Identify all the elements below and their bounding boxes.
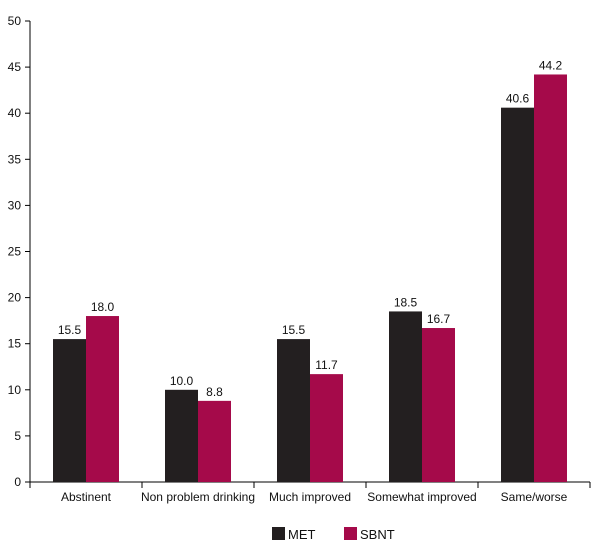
y-tick-label: 30 bbox=[8, 198, 22, 212]
bars: 15.5 18.0 10.0 8.8 15.5 11.7 18.5 16.7 40.6 44.2 bbox=[53, 58, 567, 482]
y-tick-label: 5 bbox=[14, 429, 21, 443]
bar-sbnt-3 bbox=[422, 328, 455, 482]
legend-swatch-sbnt bbox=[344, 527, 357, 540]
x-category-label: Somewhat improved bbox=[367, 490, 476, 504]
legend: MET SBNT bbox=[272, 527, 395, 542]
y-tick-label: 0 bbox=[14, 475, 21, 489]
y-tick-label: 25 bbox=[8, 245, 22, 259]
x-category-label: Same/worse bbox=[501, 490, 568, 504]
bar-sbnt-2 bbox=[310, 374, 343, 482]
y-tick-label: 50 bbox=[8, 14, 22, 28]
y-tick-label: 20 bbox=[8, 291, 22, 305]
x-category-label: Abstinent bbox=[61, 490, 112, 504]
y-tick-label: 45 bbox=[8, 60, 22, 74]
bar-met-0 bbox=[53, 339, 86, 482]
y-tick-label: 10 bbox=[8, 383, 22, 397]
y-tick-label: 35 bbox=[8, 152, 22, 166]
x-category-label: Much improved bbox=[269, 490, 351, 504]
y-tick-label: 40 bbox=[8, 106, 22, 120]
axes: 0 5 10 15 20 25 30 35 40 45 50 Abstinent Non problem… bbox=[8, 14, 591, 504]
bar-sbnt-0 bbox=[86, 316, 119, 482]
x-category-label: Non problem drinking bbox=[141, 490, 255, 504]
data-label: 18.5 bbox=[394, 295, 418, 309]
bar-met-2 bbox=[277, 339, 310, 482]
data-label: 15.5 bbox=[282, 323, 306, 337]
y-tick-label: 15 bbox=[8, 337, 22, 351]
data-label: 18.0 bbox=[91, 300, 115, 314]
bar-sbnt-1 bbox=[198, 400, 231, 482]
data-label: 10.0 bbox=[170, 374, 194, 388]
bar-sbnt-4 bbox=[534, 74, 567, 482]
legend-label-met: MET bbox=[288, 527, 316, 542]
data-label: 40.6 bbox=[506, 92, 530, 106]
data-label: 8.8 bbox=[206, 385, 223, 399]
bar-met-3 bbox=[389, 311, 422, 482]
data-label: 44.2 bbox=[539, 58, 563, 72]
legend-swatch-met bbox=[272, 527, 285, 540]
data-label: 16.7 bbox=[427, 312, 451, 326]
bar-met-1 bbox=[165, 389, 198, 482]
bar-met-4 bbox=[501, 107, 534, 482]
data-label: 11.7 bbox=[315, 358, 338, 372]
data-label: 15.5 bbox=[58, 323, 82, 337]
legend-label-sbnt: SBNT bbox=[360, 527, 395, 542]
